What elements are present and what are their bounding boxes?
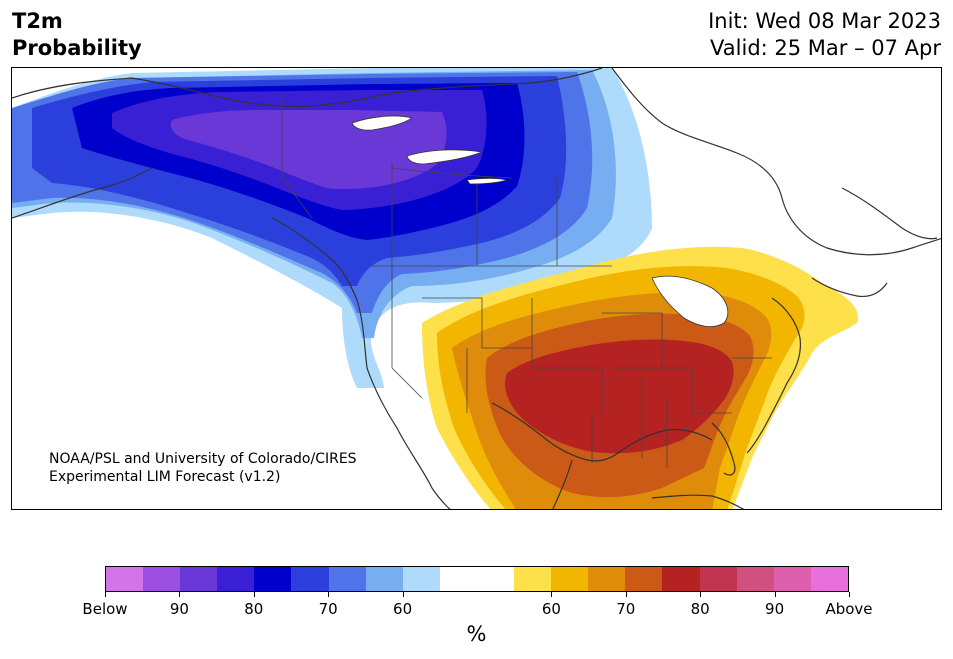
colorbar-tick-mark xyxy=(625,592,627,597)
great-bear-lake xyxy=(351,115,413,131)
colorbar-above-segment xyxy=(699,567,737,591)
colorbar-tick-label: Below xyxy=(82,600,128,618)
map-title: T2m Probability xyxy=(12,9,142,60)
colorbar-unit-label: % xyxy=(466,622,487,646)
colorbar-tick-mark xyxy=(849,592,850,597)
below-92-region xyxy=(170,110,447,190)
credit-line-1: NOAA/PSL and University of Colorado/CIRE… xyxy=(49,451,357,467)
colorbar-tick-mark xyxy=(179,592,181,597)
colorbar-below-segment xyxy=(291,567,329,591)
colorbar-above-segment xyxy=(736,567,774,591)
colorbar-above-segment xyxy=(514,567,552,591)
great-slave-lake xyxy=(406,149,484,165)
colorbar-tick-label: 60 xyxy=(541,600,561,618)
colorbar-tick-mark xyxy=(774,592,776,597)
colorbar-above-segment xyxy=(662,567,700,591)
colorbar-below-segment xyxy=(143,567,181,591)
forecast-credit: NOAA/PSL and University of Colorado/CIRE… xyxy=(49,450,357,486)
colorbar-tick-label: 60 xyxy=(393,600,413,618)
colorbar-above-segment xyxy=(810,567,848,591)
colorbar-tick-label: 80 xyxy=(690,600,710,618)
colorbar-above-segment xyxy=(588,567,626,591)
colorbar-tick-mark xyxy=(253,592,255,597)
colorbar-tick-label: Above xyxy=(825,600,873,618)
credit-line-2: Experimental LIM Forecast (v1.2) xyxy=(49,469,281,485)
colorbar-below-segment xyxy=(217,567,255,591)
probability-colorbar xyxy=(105,566,849,592)
colorbar-tick-mark xyxy=(551,592,553,597)
colorbar-tick-mark xyxy=(105,592,106,597)
colorbar-neutral-segment xyxy=(439,567,515,591)
colorbar-below-segment xyxy=(106,567,144,591)
map-of-north-america xyxy=(12,68,941,509)
colorbar-above-segment xyxy=(773,567,811,591)
below-normal-fields xyxy=(12,68,652,388)
probability-map xyxy=(11,67,942,510)
great-lakes xyxy=(651,275,729,328)
colorbar-tick-label: 70 xyxy=(616,600,636,618)
colorbar-tick-label: 90 xyxy=(169,600,189,618)
valid-range: Valid: 25 Mar – 07 Apr xyxy=(710,36,941,60)
coastlines xyxy=(12,68,941,509)
colorbar-tick-label: 80 xyxy=(244,600,264,618)
colorbar-below-segment xyxy=(328,567,366,591)
colorbar-below-segment xyxy=(402,567,440,591)
colorbar-below-segment xyxy=(254,567,292,591)
init-date: Init: Wed 08 Mar 2023 xyxy=(708,9,941,33)
colorbar-above-segment xyxy=(625,567,663,591)
political-boundaries xyxy=(281,93,772,468)
colorbar-tick-label: 90 xyxy=(765,600,785,618)
colorbar-tick-label: 70 xyxy=(318,600,338,618)
colorbar-tick-mark xyxy=(700,592,702,597)
colorbar-tick-mark xyxy=(402,592,404,597)
forecast-dates: Init: Wed 08 Mar 2023 Valid: 25 Mar – 07… xyxy=(708,8,941,62)
lake-athabasca xyxy=(466,178,508,185)
colorbar-below-segment xyxy=(180,567,218,591)
colorbar-tick-mark xyxy=(328,592,330,597)
colorbar-below-segment xyxy=(365,567,403,591)
colorbar-above-segment xyxy=(551,567,589,591)
lakes xyxy=(351,115,729,328)
